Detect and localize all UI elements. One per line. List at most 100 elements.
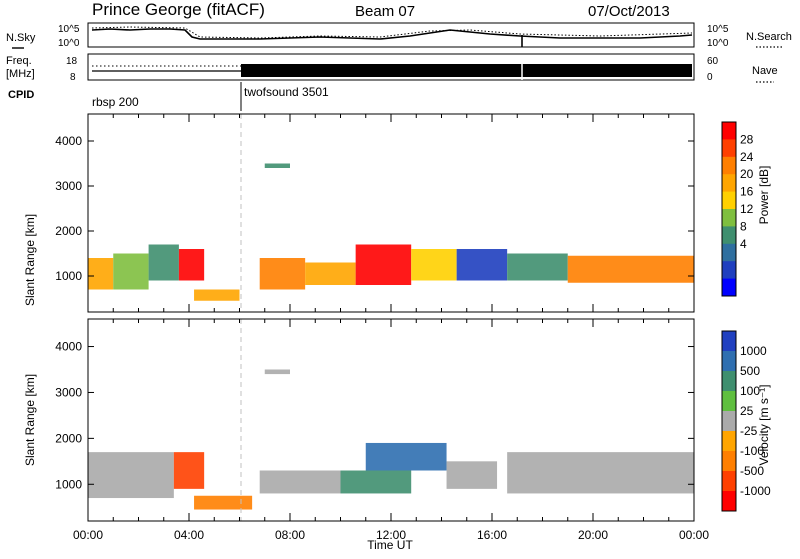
freq-trace-late bbox=[241, 64, 692, 77]
colorbar-swatch bbox=[722, 156, 736, 175]
colorbar-swatch bbox=[722, 331, 736, 352]
colorbar-swatch bbox=[722, 174, 736, 193]
colorbar-swatch bbox=[722, 371, 736, 392]
colorbar-swatch bbox=[722, 431, 736, 452]
velocity-echo-band-2 bbox=[194, 495, 253, 510]
power-echo-band-3 bbox=[178, 249, 205, 281]
colorbar-swatch bbox=[722, 261, 736, 280]
power-colorbar: 28 24 20 16 12 8 4 bbox=[721, 121, 754, 297]
power-colorbar-title: Power [dB] bbox=[757, 166, 771, 225]
power-ylabel: Slant Range [km] bbox=[23, 214, 37, 306]
nave-label: Nave bbox=[752, 65, 778, 77]
power-echo-band-12 bbox=[264, 163, 290, 168]
x-tick-label-6: 00:00 bbox=[679, 528, 709, 542]
colorbar-tick-label: 24 bbox=[740, 150, 754, 164]
x-tick-label-4: 16:00 bbox=[477, 528, 507, 542]
colorbar-tick-label: 16 bbox=[740, 185, 754, 199]
velocity-echo-band-5 bbox=[365, 442, 447, 471]
power-echo-band-0 bbox=[88, 258, 114, 290]
x-tick-label-3: 12:00 bbox=[376, 528, 406, 542]
noise-sky-trace bbox=[91, 28, 693, 40]
power-echo-band-10 bbox=[507, 253, 568, 281]
freq-label-2: [MHz] bbox=[6, 68, 35, 80]
colorbar-swatch bbox=[722, 209, 736, 227]
velocity-echo-band-7 bbox=[507, 452, 694, 494]
colorbar-swatch bbox=[722, 122, 736, 140]
y-tick-label-0: 1000 bbox=[55, 269, 82, 283]
colorbar-tick-label: -100 bbox=[740, 444, 764, 458]
noise-tick-bottom-left: 10^0 bbox=[58, 38, 80, 49]
power-echo-band-6 bbox=[305, 262, 356, 285]
velocity-colorbar-title: Velocity [m s⁻¹] bbox=[757, 384, 771, 465]
x-tick-label-1: 04:00 bbox=[174, 528, 204, 542]
freq-label-1: Freq. bbox=[6, 55, 32, 67]
velocity-echo-band-8 bbox=[264, 369, 290, 375]
colorbar-swatch bbox=[722, 278, 736, 297]
velocity-data-marks bbox=[88, 369, 694, 510]
cpid-segment-1: rbsp 200 bbox=[92, 95, 139, 109]
y-tick-label-1: 2000 bbox=[55, 431, 82, 445]
power-axis: 1000 2000 3000 4000 bbox=[55, 114, 695, 312]
colorbar-tick-label: -1000 bbox=[740, 484, 771, 498]
velocity-axis: 1000 2000 3000 4000 00:00 04:00 08:00 12:00 16:0… bbox=[55, 319, 709, 542]
y-tick-label-0: 1000 bbox=[55, 477, 82, 491]
colorbar-swatch bbox=[722, 411, 736, 432]
x-tick-label-2: 08:00 bbox=[275, 528, 305, 542]
colorbar-tick-label: 1000 bbox=[740, 344, 767, 358]
cpid-segment-2: twofsound 3501 bbox=[244, 85, 329, 99]
nsearch-label: N.Search bbox=[746, 31, 792, 43]
colorbar-frame bbox=[721, 121, 737, 297]
colorbar-tick-label: 500 bbox=[740, 364, 760, 378]
y-tick-label-3: 4000 bbox=[55, 340, 82, 354]
colorbar-swatch bbox=[722, 451, 736, 472]
y-tick-label-2: 3000 bbox=[55, 179, 82, 193]
velocity-echo-band-0 bbox=[88, 452, 174, 499]
freq-tick-top: 18 bbox=[66, 56, 78, 67]
freq-panel bbox=[87, 53, 695, 81]
colorbar-swatch bbox=[722, 191, 736, 210]
colorbar-swatch bbox=[722, 471, 736, 492]
colorbar-swatch bbox=[722, 243, 736, 262]
velocity-echo-band-6 bbox=[446, 461, 498, 489]
colorbar-swatch bbox=[722, 491, 736, 512]
nave-tick-top: 60 bbox=[707, 56, 719, 67]
velocity-colorbar: 1000 500 100 25 -25 -100 -500 -1000 bbox=[721, 330, 771, 512]
noise-tick-top-right: 10^5 bbox=[707, 24, 729, 35]
velocity-panel: 1000 2000 3000 4000 00:00 04:00 08:00 12:00 16:0… bbox=[23, 318, 709, 552]
power-panel: 1000 2000 3000 4000 Slant Range [km] bbox=[23, 113, 695, 313]
velocity-echo-band-4 bbox=[340, 470, 412, 494]
nave-tick-bottom: 0 bbox=[707, 72, 713, 83]
beam-title: Beam 07 bbox=[355, 3, 415, 20]
colorbar-tick-label: 4 bbox=[740, 237, 747, 251]
colorbar-tick-label: 28 bbox=[740, 132, 754, 146]
y-tick-label-1: 2000 bbox=[55, 224, 82, 238]
colorbar-tick-label: 8 bbox=[740, 219, 747, 233]
power-echo-band-11 bbox=[567, 255, 694, 283]
colorbar-tick-label: -500 bbox=[740, 464, 764, 478]
colorbar-tick-label: -25 bbox=[740, 424, 758, 438]
y-tick-label-3: 4000 bbox=[55, 134, 82, 148]
colorbar-swatch bbox=[722, 226, 736, 245]
power-echo-band-1 bbox=[113, 253, 149, 290]
station-title: Prince George (fitACF) bbox=[92, 0, 265, 19]
colorbar-swatch bbox=[722, 391, 736, 412]
colorbar-tick-label: 12 bbox=[740, 202, 754, 216]
noise-search-trace bbox=[91, 26, 693, 39]
colorbar-swatch bbox=[722, 139, 736, 158]
colorbar-swatch bbox=[722, 351, 736, 372]
colorbar-frame bbox=[721, 330, 737, 512]
colorbar-tick-label: 100 bbox=[740, 384, 760, 398]
power-echo-band-9 bbox=[456, 249, 508, 281]
date-title: 07/Oct/2013 bbox=[588, 3, 670, 20]
power-echo-band-8 bbox=[411, 249, 457, 281]
time-axis-label: Time UT bbox=[367, 538, 413, 552]
x-tick-label-5: 20:00 bbox=[578, 528, 608, 542]
x-tick-label-0: 00:00 bbox=[73, 528, 103, 542]
freq-tick-bottom: 8 bbox=[70, 72, 76, 83]
power-data-marks bbox=[88, 163, 694, 301]
noise-tick-top-left: 10^5 bbox=[58, 24, 80, 35]
y-tick-label-2: 3000 bbox=[55, 385, 82, 399]
power-echo-band-2 bbox=[148, 244, 179, 281]
power-echo-band-7 bbox=[355, 244, 412, 285]
